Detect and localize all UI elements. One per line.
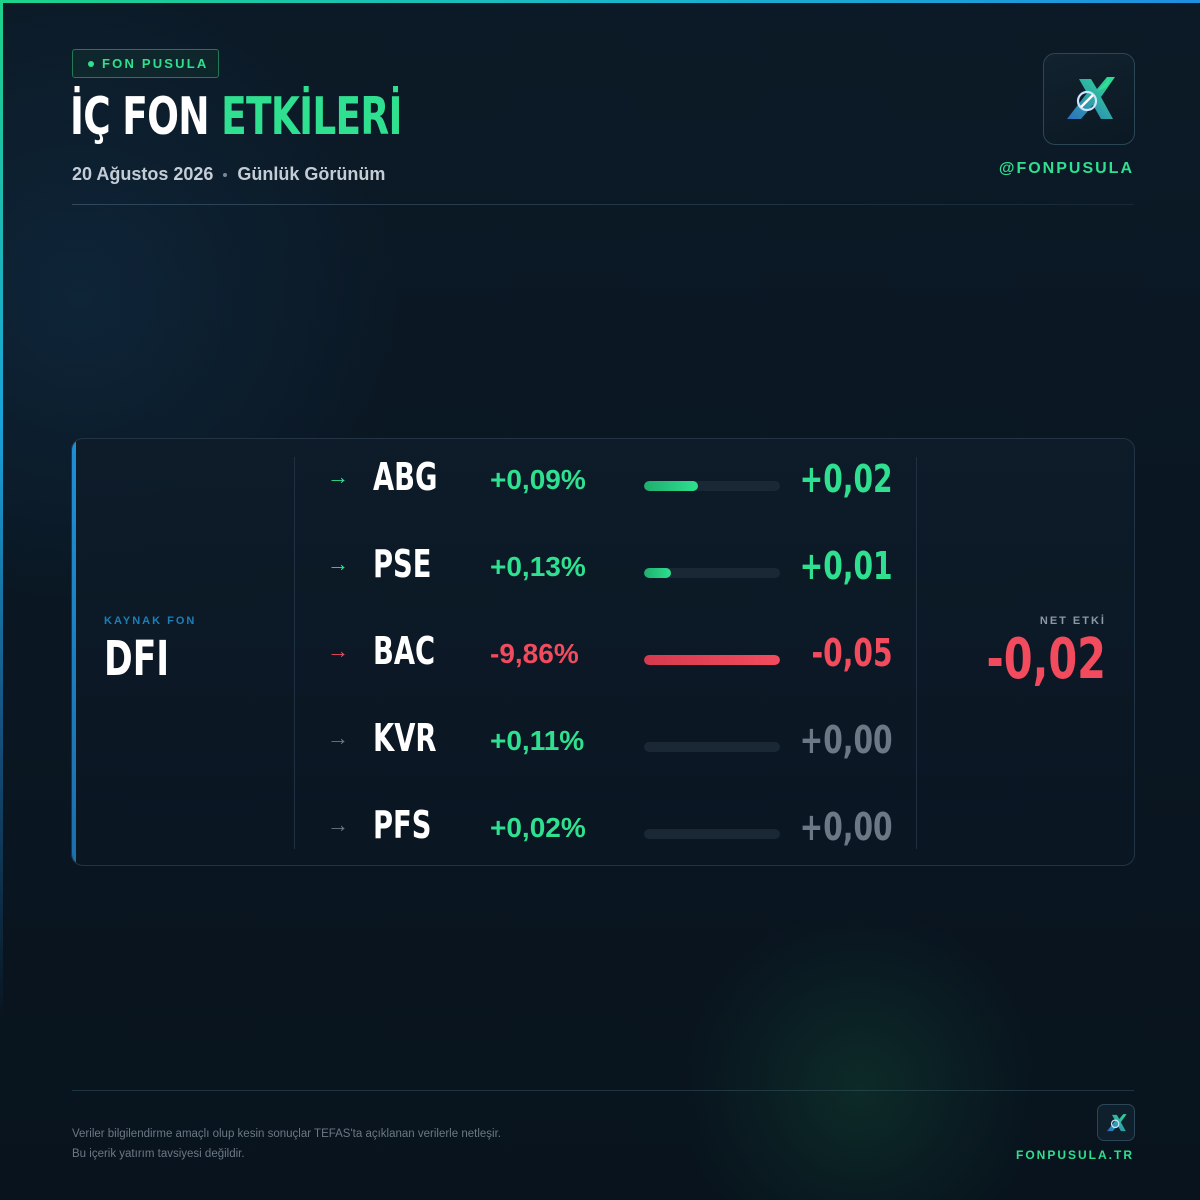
holding-row: → PSE +0,13% +0,01 xyxy=(295,536,915,596)
net-impact-value: -0,02 xyxy=(986,627,1106,692)
holding-impact: +0,00 xyxy=(800,805,893,849)
column-divider-right xyxy=(916,457,917,849)
header-divider xyxy=(72,204,1134,205)
impact-bar-fill xyxy=(644,481,699,491)
source-fund-name: DFI xyxy=(104,631,170,687)
impact-bar-fill xyxy=(644,655,780,665)
top-accent-line xyxy=(0,0,1200,3)
disclaimer: Veriler bilgilendirme amaçlı olup kesin … xyxy=(72,1124,501,1164)
holding-change: +0,13% xyxy=(490,551,586,582)
website-link[interactable]: FONPUSULA.TR xyxy=(1016,1148,1134,1162)
report-date: 20 Ağustos 2026 xyxy=(72,164,214,184)
compass-arrow-logo-icon xyxy=(1107,1113,1127,1131)
page-title: İÇ FON ETKİLERİ xyxy=(70,82,402,152)
separator-dot-icon xyxy=(223,172,228,177)
footer-divider xyxy=(72,1090,1134,1091)
source-fund-label: KAYNAK FON xyxy=(104,615,197,627)
disclaimer-line-1: Veriler bilgilendirme amaçlı olup kesin … xyxy=(72,1128,501,1140)
social-handle: @FONPUSULA xyxy=(998,160,1134,177)
impact-panel: KAYNAK FON DFI → ABG +0,09% +0,02 → PSE … xyxy=(71,438,1135,866)
holding-code: BAC xyxy=(373,629,436,673)
holding-code: PSE xyxy=(373,542,432,586)
page-title-primary: İÇ FON xyxy=(70,87,210,147)
holding-code: ABG xyxy=(373,455,438,499)
impact-bar-track xyxy=(644,742,780,752)
impact-bar-track xyxy=(644,655,780,665)
holding-row: → KVR +0,11% +0,00 xyxy=(295,710,915,770)
holding-change: +0,09% xyxy=(490,464,586,495)
panel-accent-bar xyxy=(72,439,76,865)
arrow-right-icon: → xyxy=(327,551,349,576)
brand-dot-icon xyxy=(88,60,94,67)
report-view: Günlük Görünüm xyxy=(237,164,386,184)
net-impact: NET ETKİ -0,02 xyxy=(918,615,1106,691)
source-fund: KAYNAK FON DFI xyxy=(104,615,196,687)
left-accent-line xyxy=(0,0,3,1200)
holding-impact: +0,00 xyxy=(800,718,893,762)
impact-bar-track xyxy=(644,829,780,839)
holding-row: → BAC -9,86% -0,05 xyxy=(295,623,915,683)
impact-bar-fill xyxy=(644,568,672,578)
compass-arrow-logo-icon xyxy=(1067,77,1115,119)
disclaimer-line-2: Bu içerik yatırım tavsiyesi değildir. xyxy=(72,1148,245,1160)
impact-bar-track xyxy=(644,481,780,491)
footer-logo xyxy=(1097,1104,1135,1141)
holding-code: KVR xyxy=(373,716,437,760)
arrow-right-icon: → xyxy=(327,464,349,489)
brand-tag: FON PUSULA xyxy=(72,49,219,78)
holding-impact: -0,05 xyxy=(811,631,893,675)
arrow-right-icon: → xyxy=(327,638,349,663)
holding-row: → ABG +0,09% +0,02 xyxy=(295,449,915,509)
brand-logo xyxy=(1043,53,1135,145)
holding-row: → PFS +0,02% +0,00 xyxy=(295,797,915,857)
holding-change: -9,86% xyxy=(490,638,579,669)
impact-bar-track xyxy=(644,568,780,578)
holding-change: +0,02% xyxy=(490,812,586,843)
brand-tag-label: FON PUSULA xyxy=(102,56,209,71)
arrow-right-icon: → xyxy=(327,725,349,750)
holding-code: PFS xyxy=(373,803,432,847)
holding-change: +0,11% xyxy=(490,725,585,756)
holding-impact: +0,02 xyxy=(800,457,893,501)
date-line: 20 Ağustos 2026 Günlük Görünüm xyxy=(72,164,385,185)
holding-impact: +0,01 xyxy=(800,544,893,588)
arrow-right-icon: → xyxy=(327,812,349,837)
page-title-highlight: ETKİLERİ xyxy=(221,87,402,147)
column-divider-left xyxy=(294,457,295,849)
net-impact-label: NET ETKİ xyxy=(1039,615,1106,627)
